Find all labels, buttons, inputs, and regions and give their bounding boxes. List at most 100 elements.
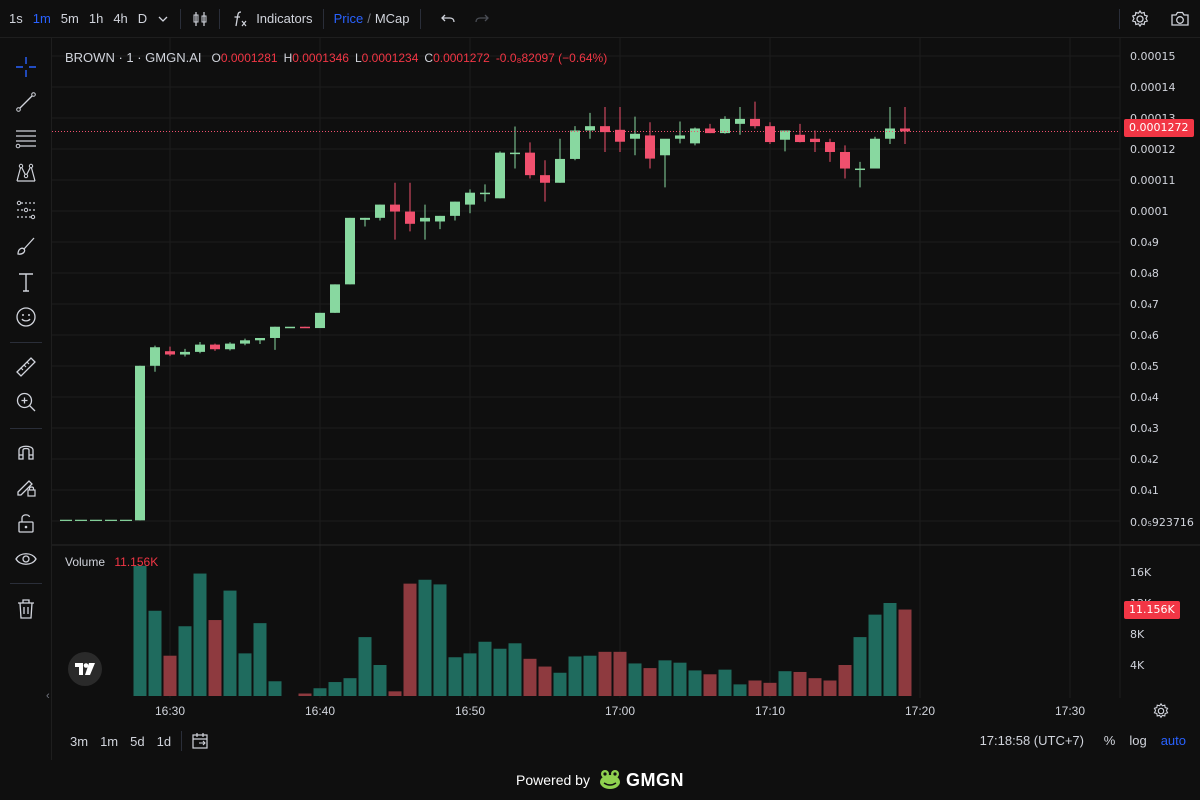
forecast-icon[interactable] — [8, 195, 44, 225]
candle-body — [705, 128, 715, 134]
range-1d[interactable]: 1d — [156, 733, 172, 749]
price-mcap-toggle[interactable]: Price / MCap — [334, 11, 410, 26]
candle-body — [345, 217, 355, 285]
brush-icon[interactable] — [8, 231, 44, 261]
unlock-icon[interactable] — [8, 508, 44, 538]
price-option[interactable]: Price — [333, 11, 364, 26]
candle-body — [570, 130, 580, 159]
axis-settings-icon[interactable] — [1152, 702, 1170, 725]
fib-retracement-icon[interactable] — [8, 123, 44, 153]
log-scale-toggle[interactable]: log — [1129, 733, 1147, 748]
candle-body — [375, 204, 385, 218]
timeframe-5m[interactable]: 5m — [60, 10, 79, 26]
volume-bar — [643, 668, 657, 696]
candle-body — [405, 211, 415, 224]
volume-bar — [193, 573, 207, 696]
symbol-title[interactable]: BROWN · 1 · GMGN.AI — [65, 50, 202, 65]
candle-body — [840, 151, 850, 169]
gmgn-frog-logo-icon — [598, 769, 622, 791]
volume-bar — [463, 653, 477, 696]
volume-bar — [178, 626, 192, 696]
candle-body — [165, 351, 175, 355]
volume-value: 11.156K — [114, 555, 159, 569]
undo-icon[interactable] — [431, 10, 465, 28]
divider — [10, 583, 42, 584]
volume-bar — [478, 641, 492, 696]
percent-scale-toggle[interactable]: % — [1103, 733, 1116, 748]
redo-icon[interactable] — [465, 10, 499, 28]
mcap-option[interactable]: MCap — [374, 11, 410, 26]
timeframe-D[interactable]: D — [137, 10, 148, 26]
candle-body — [390, 204, 400, 212]
high-label: H — [283, 50, 293, 65]
low-value: 0.0001234 — [361, 50, 419, 65]
price-tick: 0.0₄6 — [1130, 329, 1159, 342]
candle-body — [645, 135, 655, 159]
candle-body — [600, 126, 610, 133]
eye-icon[interactable] — [8, 544, 44, 574]
chart-area[interactable] — [52, 38, 1200, 722]
candle-body — [495, 152, 505, 199]
time-tick: 17:00 — [604, 704, 636, 718]
magnet-icon[interactable] — [8, 436, 44, 466]
candle-type-icon[interactable] — [191, 10, 209, 28]
price-tick: 0.0001 — [1130, 205, 1169, 218]
volume-bar — [868, 614, 882, 696]
text-tool-icon[interactable] — [8, 267, 44, 297]
tradingview-logo[interactable] — [68, 652, 102, 686]
crosshair-icon[interactable] — [8, 52, 44, 82]
volume-bar — [253, 623, 267, 696]
candle-body — [240, 340, 250, 344]
candle-body — [750, 118, 760, 127]
emoji-icon[interactable] — [8, 302, 44, 332]
candle-body — [765, 126, 775, 143]
top-toolbar: 1s 1m 5m 1h 4h D Indicators Price / MCap — [0, 0, 1200, 38]
candle-body — [315, 312, 325, 329]
volume-bar — [778, 671, 792, 696]
date-range-calendar-icon[interactable] — [190, 731, 210, 751]
auto-scale-toggle[interactable]: auto — [1160, 733, 1186, 748]
candle-body — [270, 326, 280, 338]
volume-tick: 4K — [1130, 659, 1145, 672]
timeframe-dropdown-icon[interactable] — [156, 12, 170, 26]
settings-gear-icon[interactable] — [1120, 0, 1160, 38]
lock-drawing-icon[interactable] — [8, 472, 44, 502]
time-tick: 16:40 — [304, 704, 336, 718]
divider — [10, 342, 42, 343]
camera-icon[interactable] — [1160, 0, 1200, 38]
pattern-icon[interactable] — [8, 158, 44, 188]
candle-body — [480, 192, 490, 195]
time-tick: 17:10 — [754, 704, 786, 718]
candle-body — [660, 138, 670, 156]
range-1m[interactable]: 1m — [100, 733, 119, 749]
range-3m[interactable]: 3m — [70, 733, 89, 749]
timeframe-1s[interactable]: 1s — [9, 10, 23, 26]
volume-bar — [883, 603, 897, 696]
ruler-icon[interactable] — [8, 352, 44, 382]
low-label: L — [354, 50, 362, 65]
range-5d[interactable]: 5d — [130, 733, 145, 749]
trash-icon[interactable] — [8, 594, 44, 624]
indicators-button[interactable]: Indicators — [230, 9, 313, 29]
candle-body — [150, 347, 160, 366]
candlestick-chart[interactable] — [52, 38, 1200, 722]
volume-tick: 16K — [1130, 566, 1152, 579]
time-tick: 16:50 — [454, 704, 486, 718]
high-value: 0.0001346 — [292, 50, 349, 65]
candle-body — [885, 128, 895, 139]
timeframe-1h[interactable]: 1h — [88, 10, 104, 26]
candle-body — [255, 337, 265, 341]
candle-body — [555, 158, 565, 183]
clock-timezone[interactable]: 17:18:58 (UTC+7) — [979, 733, 1084, 748]
volume-bar — [898, 609, 912, 696]
zoom-in-icon[interactable] — [8, 387, 44, 417]
collapse-arrow-icon[interactable]: ‹ — [46, 690, 50, 702]
trendline-icon[interactable] — [8, 87, 44, 117]
candle-body — [870, 138, 880, 169]
timeframe-1m[interactable]: 1m — [32, 10, 51, 26]
timeframe-4h[interactable]: 4h — [113, 10, 128, 26]
volume-bar — [658, 660, 672, 696]
volume-label: Volume — [65, 555, 106, 569]
volume-bar — [628, 663, 642, 696]
slash: / — [367, 11, 371, 26]
